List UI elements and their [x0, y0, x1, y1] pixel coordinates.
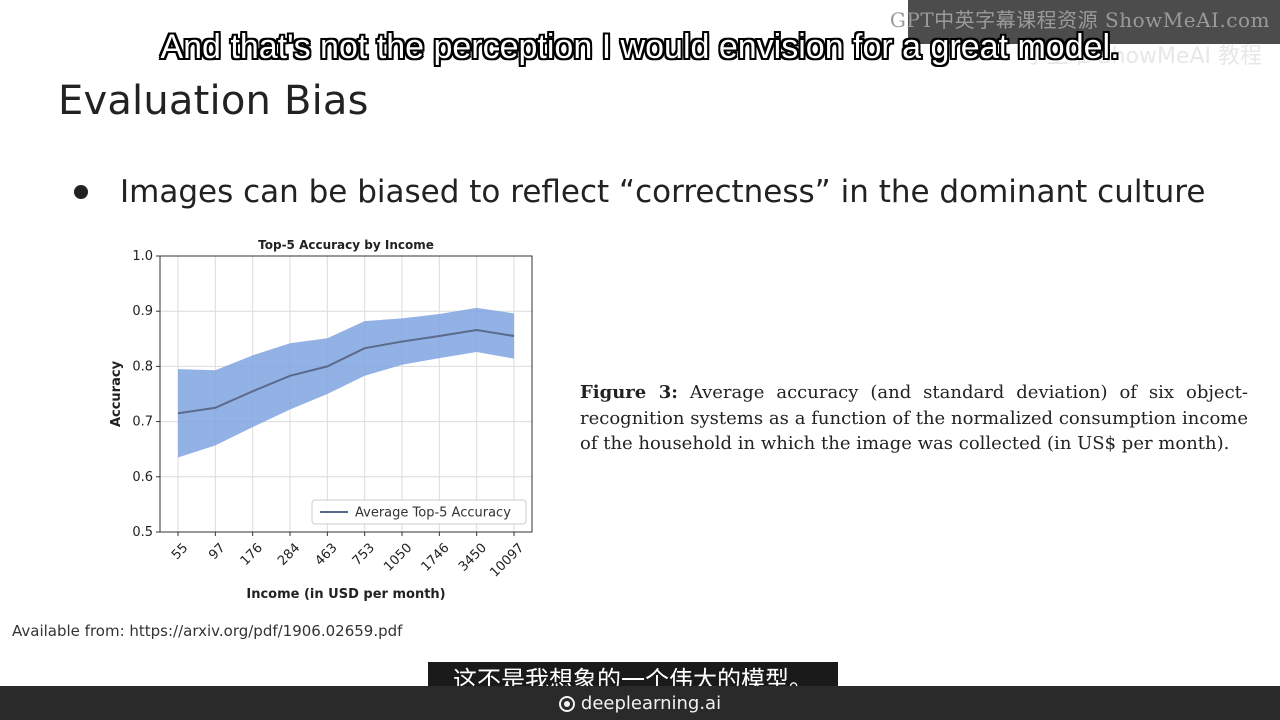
caption-text: Average accuracy (and standard deviation…	[580, 382, 1248, 454]
deeplearning-logo-icon	[558, 696, 575, 712]
caption-label: Figure 3:	[580, 382, 678, 403]
figure-caption: Figure 3: Average accuracy (and standard…	[580, 380, 1248, 457]
watermark-text-secondary: 小土堆 ShowMeAI 教程	[1024, 44, 1262, 69]
x-tick-label: 176	[238, 541, 266, 569]
legend-box	[311, 499, 527, 525]
source-reference: Available from: https://arxiv.org/pdf/19…	[12, 622, 403, 640]
legend-label: Average Top-5 Accuracy	[355, 506, 511, 521]
x-tick-label: 463	[312, 541, 340, 569]
x-tick-label: 1746	[419, 541, 453, 575]
y-tick-label: 1.0	[132, 249, 153, 264]
average-accuracy-line	[177, 328, 515, 415]
footer-brand-text: deeplearning.ai	[580, 693, 722, 714]
accuracy-chart: Top-5 Accuracy by Income 0.5 0.6 0.7 0.8 0.9 1…	[100, 232, 560, 612]
x-tick-label: 10097	[487, 541, 527, 581]
chart-svg: Top-5 Accuracy by Income 0.5 0.6 0.7 0.8 0.9 1…	[109, 238, 533, 602]
x-axis-label: Income (in USD per month)	[246, 587, 445, 602]
std-dev-band	[178, 307, 514, 458]
x-tick-label: 97	[206, 541, 228, 563]
y-tick-label: 0.5	[132, 525, 153, 540]
x-tick-label: 55	[169, 541, 191, 563]
y-tick-label: 0.8	[132, 359, 153, 374]
plot-frame	[159, 255, 533, 533]
x-tick-label: 753	[350, 541, 378, 569]
chart-title: Top-5 Accuracy by Income	[258, 238, 434, 252]
y-tick-label: 0.7	[132, 415, 153, 430]
watermark-text: GPT中英字幕课程资源 ShowMeAI.com	[889, 8, 1270, 32]
x-tick-label: 3450	[456, 541, 490, 575]
y-axis-label: Accuracy	[109, 360, 124, 427]
footer-bar	[0, 686, 1280, 720]
y-tick-label: 0.9	[132, 304, 153, 319]
x-tick-label: 284	[275, 541, 303, 569]
bullet-point: Images can be biased to reflect “correct…	[74, 174, 1205, 210]
footer-brand: deeplearning.ai	[0, 693, 1280, 714]
y-tick-label: 0.6	[132, 470, 153, 485]
watermark-background	[908, 0, 1280, 44]
x-tick-label: 1050	[381, 541, 415, 575]
bullet-text: Images can be biased to reflect “correct…	[120, 174, 1206, 210]
bullet-dot-icon	[74, 185, 88, 199]
english-subtitle: And that's not the perception I would en…	[160, 28, 1120, 66]
slide-title: Evaluation Bias	[58, 78, 369, 124]
